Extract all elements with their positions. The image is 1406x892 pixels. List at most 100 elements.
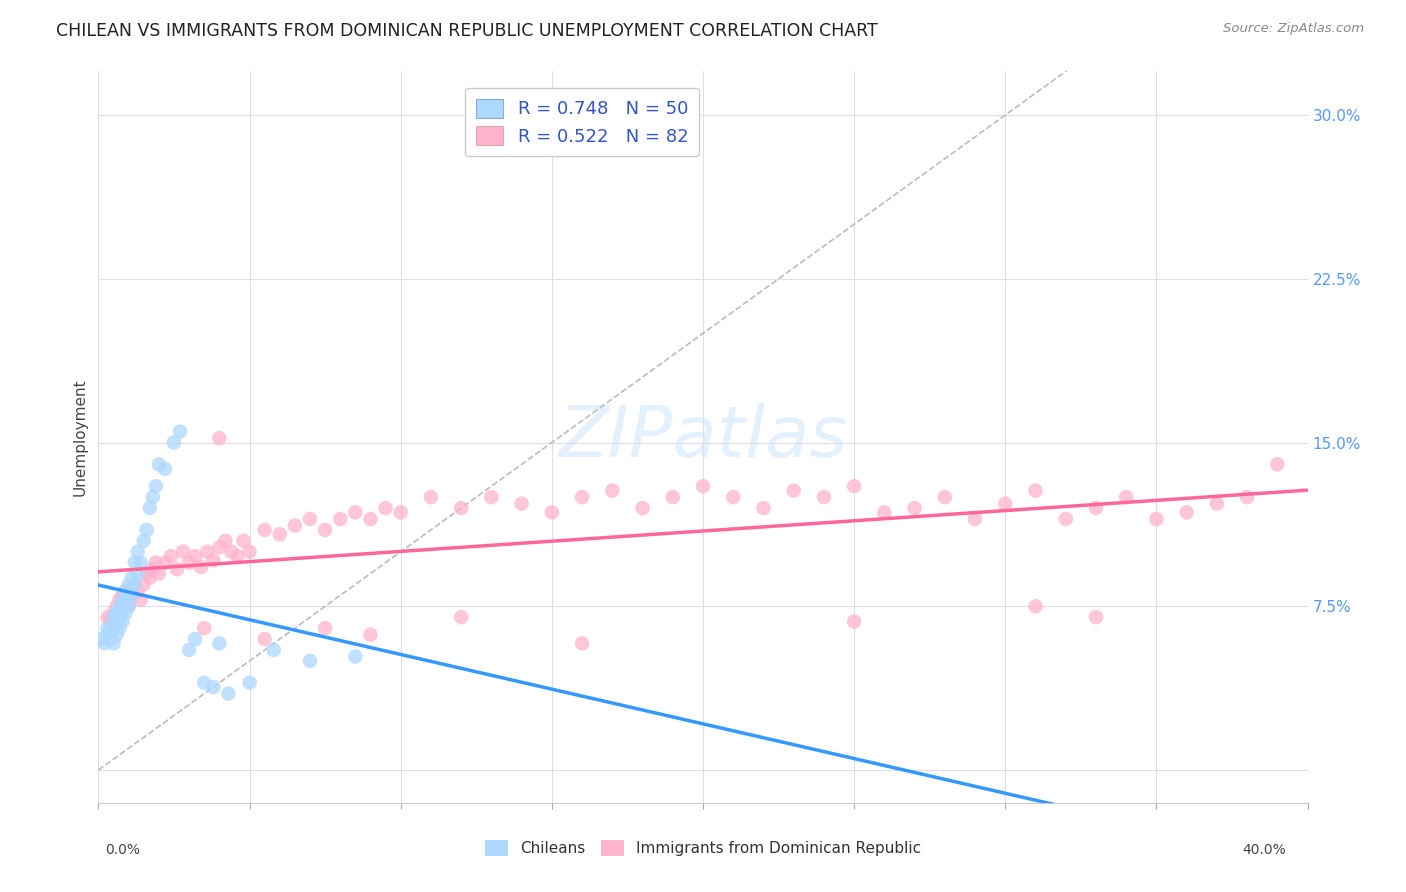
Point [661,490,683,504]
Point [299,512,322,526]
Point [142,562,165,576]
Text: 40.0%: 40.0% [1243,843,1286,857]
Point [299,654,322,668]
Point [118,599,141,614]
Point [103,621,125,635]
Point [723,490,745,504]
Point [481,490,503,504]
Text: Source: ZipAtlas.com: Source: ZipAtlas.com [1223,22,1364,36]
Legend: Chileans, Immigrants from Dominican Republic: Chileans, Immigrants from Dominican Repu… [479,834,927,862]
Point [127,584,149,599]
Point [1144,512,1167,526]
Point [114,595,136,609]
Point [100,625,122,640]
Point [208,541,231,555]
Point [571,636,593,650]
Point [1024,599,1046,614]
Text: CHILEAN VS IMMIGRANTS FROM DOMINICAN REPUBLIC UNEMPLOYMENT CORRELATION CHART: CHILEAN VS IMMIGRANTS FROM DOMINICAN REP… [56,22,877,40]
Point [1206,497,1229,511]
Point [111,615,134,629]
Point [344,649,367,664]
Point [121,588,143,602]
Point [96,621,118,635]
Point [105,628,128,642]
Point [132,533,155,548]
Point [329,512,352,526]
Point [202,553,225,567]
Point [450,610,472,624]
Point [904,501,927,516]
Point [118,577,141,591]
Point [179,643,201,657]
Point [221,545,243,559]
Point [108,610,131,624]
Point [105,599,128,614]
Point [195,545,218,559]
Point [172,545,194,559]
Point [121,588,143,602]
Point [114,584,136,599]
Point [111,588,134,602]
Point [844,479,866,493]
Point [103,610,125,624]
Point [190,560,212,574]
Legend: R = 0.748   N = 50, R = 0.522   N = 82: R = 0.748 N = 50, R = 0.522 N = 82 [465,87,699,156]
Point [1236,490,1258,504]
Point [103,636,125,650]
Point [540,505,562,519]
Point [965,512,987,526]
Point [934,490,956,504]
Point [202,680,225,694]
Point [1175,505,1198,519]
Point [153,556,176,570]
Point [284,518,307,533]
Point [232,533,254,548]
Point [631,501,654,516]
Point [813,490,835,504]
Point [105,606,128,620]
Point [163,435,186,450]
Point [132,577,155,591]
Point [118,588,141,602]
Point [193,675,215,690]
Point [239,675,262,690]
Point [184,549,207,563]
Point [105,616,128,631]
Point [145,479,167,493]
Point [269,527,291,541]
Point [129,592,152,607]
Point [1267,458,1289,472]
Point [214,533,236,548]
Point [994,497,1017,511]
Point [90,632,112,646]
Point [752,501,775,516]
Point [1024,483,1046,498]
Point [93,636,115,650]
Point [148,458,170,472]
Point [153,461,176,475]
Point [510,497,533,511]
Point [179,556,201,570]
Point [1085,610,1108,624]
Point [314,621,336,635]
Y-axis label: Unemployment: Unemployment [72,378,87,496]
Point [193,621,215,635]
Point [1054,512,1077,526]
Point [420,490,443,504]
Point [96,610,118,624]
Point [114,584,136,599]
Point [96,628,118,642]
Text: ZIPatlas: ZIPatlas [558,402,848,472]
Point [135,566,157,581]
Point [139,501,162,516]
Point [121,571,143,585]
Point [389,505,412,519]
Point [118,599,141,614]
Point [374,501,396,516]
Point [783,483,806,498]
Point [253,523,276,537]
Point [360,512,382,526]
Point [239,545,262,559]
Point [103,606,125,620]
Point [873,505,896,519]
